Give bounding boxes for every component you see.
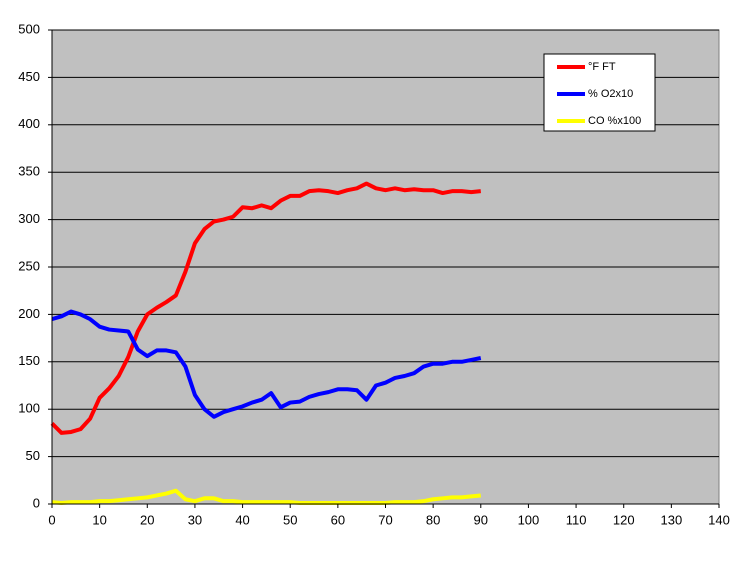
x-tick-label: 130: [661, 512, 683, 527]
series-line: [51, 488, 481, 506]
x-tick-label: 70: [378, 512, 392, 527]
lines: [50, 181, 482, 506]
axes: 0 50 100 150 200 250 300 350 400 450 500 0 10 20 30 40 5…: [18, 21, 730, 527]
x-tick-label: 40: [235, 512, 249, 527]
x-tick-label: 10: [92, 512, 106, 527]
series-line: [50, 181, 481, 435]
y-tick-label: 500: [18, 21, 40, 36]
x-tick-label: 50: [283, 512, 297, 527]
y-tick-label: 350: [18, 164, 40, 179]
x-tick-label: 100: [518, 512, 540, 527]
legend: °F FT % O2x10 CO %x100: [543, 53, 656, 132]
x-tick-label: 110: [566, 512, 587, 527]
y-tick-label: 100: [18, 401, 40, 416]
legend-label: CO %x100: [588, 115, 641, 127]
y-tick-label: 400: [18, 116, 40, 131]
legend-label: °F FT: [588, 61, 616, 73]
x-tick-label: 20: [140, 512, 154, 527]
y-tick-label: 50: [26, 448, 40, 463]
y-tick-label: 300: [18, 211, 40, 226]
y-tick-label: 200: [18, 306, 40, 321]
x-tick-label: 60: [331, 512, 345, 527]
y-tick-label: 150: [18, 353, 40, 368]
series-line: [51, 309, 482, 419]
x-tick-label: 90: [474, 512, 488, 527]
y-tick-label: 0: [33, 495, 40, 510]
y-tick-label: 250: [18, 258, 40, 273]
x-tick-label: 120: [613, 512, 635, 527]
legend-label: % O2x10: [588, 88, 633, 100]
x-tick-label: 0: [48, 512, 55, 527]
x-tick-label: 140: [708, 512, 730, 527]
y-tick-label: 450: [18, 69, 40, 84]
x-tick-label: 30: [188, 512, 202, 527]
x-tick-label: 80: [426, 512, 440, 527]
